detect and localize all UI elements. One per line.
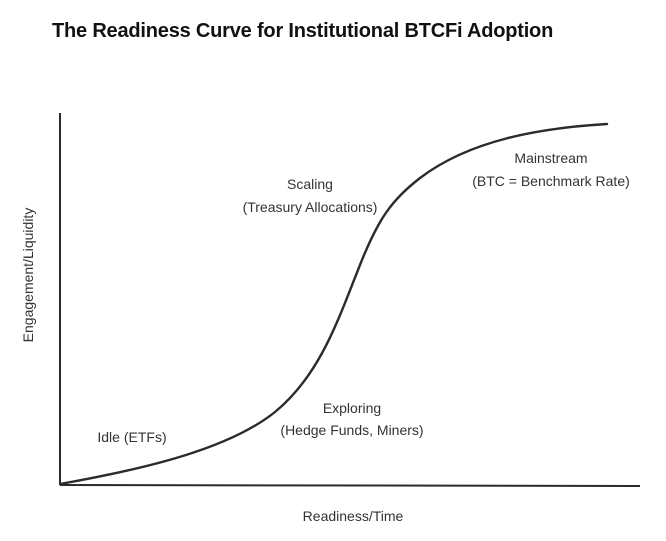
stage-mainstream-detail: (BTC = Benchmark Rate) [472,173,630,189]
stage-mainstream-label: Mainstream [514,150,587,166]
x-axis [59,484,641,487]
y-axis-label: Engagement/Liquidity [20,208,36,343]
x-axis-label: Readiness/Time [303,508,404,524]
stage-scaling-label: Scaling [287,176,333,192]
stage-exploring-label: Exploring [323,400,381,416]
stage-exploring-detail: (Hedge Funds, Miners) [280,422,423,438]
page-title: The Readiness Curve for Institutional BT… [52,20,554,42]
stage-idle-label: Idle (ETFs) [97,429,166,445]
stage-scaling-detail: (Treasury Allocations) [243,199,378,215]
adoption-curve [58,122,609,486]
